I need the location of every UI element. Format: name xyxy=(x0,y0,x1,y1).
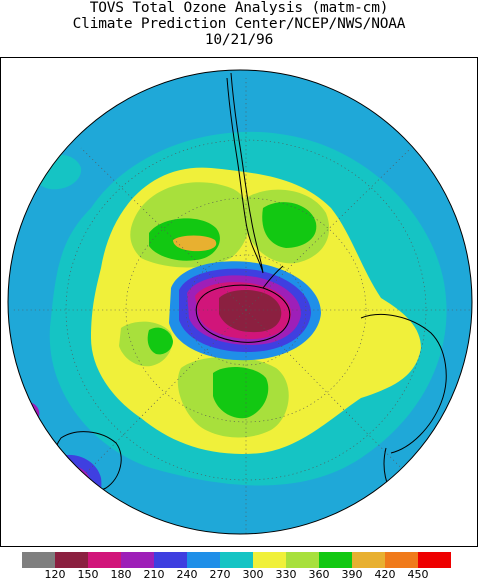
legend-label: 270 xyxy=(209,568,231,581)
legend-swatch xyxy=(385,552,418,568)
legend-swatch xyxy=(88,552,121,568)
legend-label: 330 xyxy=(275,568,297,581)
ozone-map xyxy=(7,69,473,535)
ozone-hole-150 xyxy=(219,290,282,333)
ozone-band-420 xyxy=(173,235,217,252)
legend-label: 390 xyxy=(341,568,363,581)
legend-swatch xyxy=(22,552,55,568)
antarctica-outline xyxy=(195,284,291,343)
map-frame xyxy=(0,57,478,547)
legend-swatch xyxy=(319,552,352,568)
map-disc-border xyxy=(7,69,473,535)
legend-swatch xyxy=(121,552,154,568)
legend-swatch xyxy=(55,552,88,568)
legend-swatch xyxy=(352,552,385,568)
legend-swatch xyxy=(286,552,319,568)
legend-label: 150 xyxy=(77,568,99,581)
date-label: 10/21/96 xyxy=(204,32,274,48)
legend-label: 210 xyxy=(143,568,165,581)
ozone-band-390-b xyxy=(262,202,317,248)
color-legend xyxy=(22,552,451,568)
legend-label: 240 xyxy=(176,568,198,581)
legend-label: 180 xyxy=(110,568,132,581)
new-zealand-outline xyxy=(70,506,90,534)
legend-label: 450 xyxy=(407,568,429,581)
legend-swatch xyxy=(154,552,187,568)
antarctic-peninsula xyxy=(262,265,284,289)
legend-label: 360 xyxy=(308,568,330,581)
legend-label: 420 xyxy=(374,568,396,581)
ozone-band-390-c xyxy=(213,366,269,419)
ozone-band-390-d xyxy=(147,327,173,355)
legend-label: 120 xyxy=(44,568,66,581)
legend-swatch xyxy=(187,552,220,568)
legend-swatch xyxy=(418,552,451,568)
legend-label: 300 xyxy=(242,568,264,581)
legend-swatch xyxy=(220,552,253,568)
legend-swatch xyxy=(253,552,286,568)
title-line-2: Climate Prediction Center/NCEP/NWS/NOAA xyxy=(72,16,406,32)
header: TOVS Total Ozone Analysis (matm-cm) Clim… xyxy=(0,0,478,48)
south-america-outline xyxy=(226,72,264,274)
graticule xyxy=(11,78,471,534)
africa-outline xyxy=(360,314,447,454)
title-line-1: TOVS Total Ozone Analysis (matm-cm) xyxy=(89,0,389,16)
